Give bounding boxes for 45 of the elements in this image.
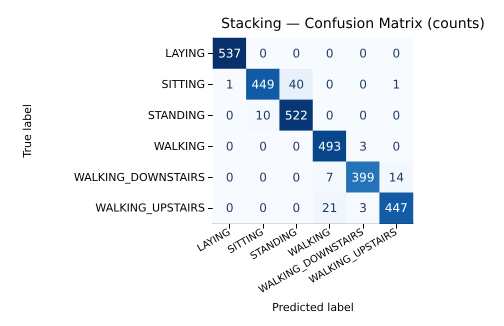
data-label: 3 [359,201,367,216]
data-label: 0 [226,108,234,122]
data-label: 0 [392,139,400,154]
data-label: 522 [284,108,308,122]
y-axis-title: True label [21,104,34,159]
data-label: 449 [252,77,274,92]
data-label: 0 [359,77,367,92]
y-tick-label: WALKING_UPSTAIRS [95,202,206,215]
data-label: 10 [255,108,271,122]
data-label: 399 [352,170,374,184]
data-label: 537 [218,46,242,60]
data-label: 0 [292,46,300,60]
y-tick-label: WALKING [154,140,205,153]
data-label: 40 [288,77,304,92]
data-label: 0 [392,108,400,122]
data-label: 0 [259,201,267,216]
data-label: 0 [292,201,300,216]
data-label: 0 [226,201,234,216]
chart-title: Stacking — Confusion Matrix (counts) [221,16,485,32]
x-axis-title: Predicted label [272,301,354,314]
data-label: 0 [326,77,334,92]
data-label: 0 [259,139,267,154]
y-tick-label: WALKING_DOWNSTAIRS [74,170,206,184]
data-label: 7 [326,170,334,184]
y-tick-label: SITTING [162,78,205,91]
data-label: 0 [326,108,334,122]
data-label: 1 [226,77,234,92]
data-label: 3 [359,139,367,154]
data-label: 0 [392,46,400,60]
data-label: 14 [388,170,404,184]
data-label: 0 [292,139,300,154]
data-label: 0 [326,46,334,60]
data-label: 0 [359,46,367,60]
data-label: 0 [359,108,367,122]
data-label: 0 [259,170,267,184]
data-label: 21 [322,201,338,216]
data-label: 1 [392,77,400,92]
y-tick-label: LAYING [165,46,205,60]
data-label: 0 [292,170,300,184]
data-label: 0 [259,46,267,60]
data-label: 0 [226,170,234,184]
data-label: 447 [384,201,408,216]
data-label: 493 [318,139,342,154]
y-tick-label: STANDING [148,108,205,122]
data-label: 0 [226,139,234,154]
